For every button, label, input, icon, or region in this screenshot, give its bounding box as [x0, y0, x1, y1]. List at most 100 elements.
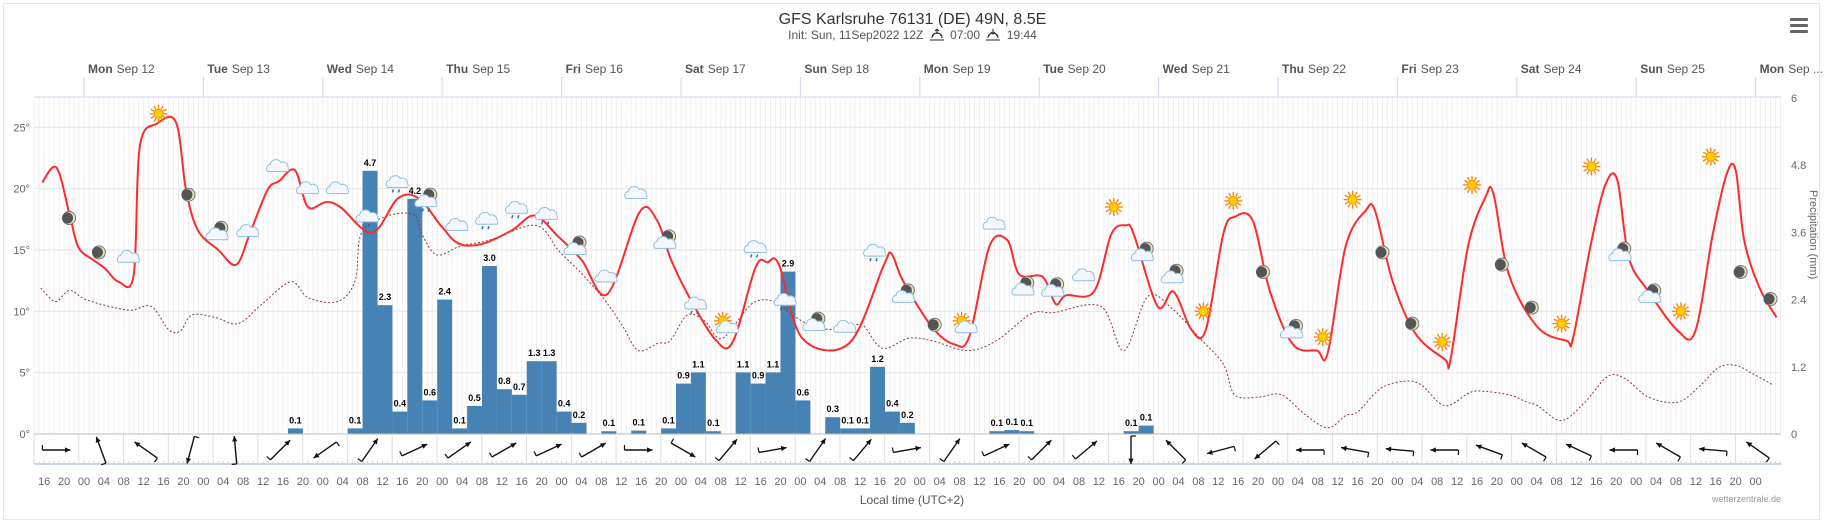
moon-shadow	[1763, 293, 1775, 305]
precipitation-bar-label: 0.1	[349, 415, 362, 425]
precipitation-bar-label: 3.0	[483, 253, 496, 263]
wind-arrow-head	[780, 445, 787, 452]
sun-ray	[1556, 315, 1560, 320]
day-header: Mon Sep 12 Tue Sep 13 Wed Sep 14 Thu Sep 15 Fri S…	[34, 62, 1823, 98]
hour-label: 16	[1113, 476, 1125, 488]
day-label: Thu Sep 22	[1282, 62, 1346, 76]
precipitation-bar	[735, 372, 751, 434]
precipitation-bar-label: 0.1	[662, 415, 675, 425]
precipitation-bar-label: 0.1	[1021, 418, 1034, 428]
hamburger-menu-icon[interactable]	[1790, 18, 1808, 34]
hour-label: 00	[555, 476, 567, 488]
sun-ray	[1446, 336, 1451, 341]
wind-arrow-barb	[939, 458, 945, 462]
day-label-weekday: Sun	[1640, 62, 1663, 76]
hour-label: 20	[1491, 476, 1503, 488]
day-label-weekday: Thu	[1282, 62, 1304, 76]
wind-arrow-icon	[1254, 440, 1280, 460]
sun-ray	[1463, 179, 1469, 183]
wind-arrow-icon	[357, 438, 379, 462]
hour-label: 16	[1590, 476, 1602, 488]
wind-arrow-head	[1165, 440, 1172, 446]
sun-ray	[1565, 325, 1570, 329]
sun-ray	[1705, 148, 1709, 153]
hour-label: 20	[1013, 476, 1025, 488]
wind-arrow-barb	[849, 457, 854, 462]
hour-label: 08	[1312, 476, 1324, 488]
moon-cloud-icon	[1130, 241, 1154, 262]
precipitation-axis-label: 6	[1791, 93, 1797, 105]
sun-ray	[1108, 211, 1112, 216]
sun-disc	[1437, 336, 1448, 347]
hour-label: 20	[774, 476, 786, 488]
wind-arrow-icon	[1565, 443, 1592, 461]
day-label-date: Sep 20	[1068, 62, 1106, 76]
sun-ray	[1117, 208, 1122, 213]
sun-ray	[1225, 195, 1230, 199]
rain-drops	[540, 221, 550, 225]
sun-ray	[162, 115, 167, 119]
wind-arrow-icon	[849, 438, 872, 462]
wind-arrow-head	[313, 452, 320, 459]
wind-arrow-head	[372, 438, 378, 445]
sun-ray	[1563, 327, 1567, 332]
moon-shadow	[1375, 246, 1387, 258]
sun-ray	[1705, 160, 1709, 165]
precipitation-bar	[422, 400, 438, 434]
wind-arrow-icon	[1206, 445, 1236, 455]
wind-arrow-barb	[101, 462, 107, 466]
day-label-date: Sep 25	[1667, 62, 1705, 76]
wind-arrow-head	[1609, 447, 1615, 453]
hour-label: 20	[894, 476, 906, 488]
precipitation-bar-label: 0.7	[513, 382, 526, 392]
precipitation-bar	[631, 430, 647, 434]
cloud-shape	[715, 320, 740, 334]
cloud-icon	[982, 216, 1006, 230]
rain-icon	[385, 175, 409, 193]
precipitation-bar	[287, 428, 303, 434]
moon-shadow	[62, 212, 74, 224]
day-label-weekday: Sat	[685, 62, 704, 76]
moon-icon	[1256, 265, 1271, 280]
sun-ray	[1314, 339, 1319, 343]
sun-ray	[1314, 332, 1319, 336]
rain-drops	[391, 189, 401, 193]
wind-arrow-icon	[981, 443, 1010, 457]
sun-ray	[1595, 168, 1600, 172]
wind-arrow-head	[421, 444, 428, 449]
precipitation-bar-label: 0.8	[498, 376, 511, 386]
sun-ray	[1444, 345, 1448, 351]
moon-icon	[91, 245, 106, 260]
precipitation-bar	[1019, 431, 1035, 434]
precipitation-bar	[467, 406, 482, 434]
cloud-icon	[325, 181, 349, 195]
precipitation-bar-label: 1.3	[528, 348, 541, 358]
hour-label: 04	[1650, 476, 1662, 488]
precipitation-bar	[855, 428, 871, 434]
precipitation-bar	[690, 372, 706, 434]
sun-ray	[1228, 192, 1232, 197]
wind-arrow-head	[689, 452, 696, 457]
wind-arrow-barb	[1677, 456, 1681, 462]
chart-title: GFS Karlsruhe 76131 (DE) 49N, 8.5E	[778, 11, 1047, 28]
sun-ray	[1593, 158, 1597, 163]
sun-ray	[965, 315, 970, 319]
cloud-shape	[773, 292, 797, 306]
sun-ray	[1553, 318, 1558, 322]
sun-ray	[1237, 195, 1242, 199]
wind-arrow-barb	[488, 452, 493, 458]
cloud-shape	[1072, 268, 1096, 282]
precipitation-bar	[541, 361, 557, 434]
wind-arrow-icon	[1430, 447, 1460, 455]
wind-arrow-head	[820, 438, 826, 445]
sun-ray	[1356, 194, 1361, 198]
day-label: Thu Sep 15	[446, 62, 510, 76]
day-label-weekday: Mon	[924, 62, 949, 76]
hour-label: 00	[1749, 476, 1761, 488]
sun-ray	[1553, 325, 1558, 329]
sun-disc	[1556, 318, 1567, 329]
wind-arrow-icon	[185, 435, 200, 464]
sun-ray	[1347, 191, 1351, 196]
sun-ray	[1324, 328, 1328, 334]
wind-arrow-barb	[444, 453, 449, 459]
